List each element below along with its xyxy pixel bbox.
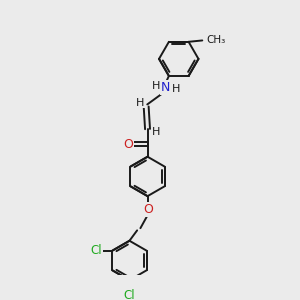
Text: O: O xyxy=(143,203,153,216)
Text: CH₃: CH₃ xyxy=(206,35,226,45)
Text: Cl: Cl xyxy=(124,289,135,300)
Text: H: H xyxy=(136,98,144,107)
Text: N: N xyxy=(160,81,170,94)
Text: O: O xyxy=(123,138,133,151)
Text: H: H xyxy=(152,128,160,137)
Text: Cl: Cl xyxy=(90,244,102,257)
Text: H: H xyxy=(152,81,160,91)
Text: H: H xyxy=(172,84,181,94)
